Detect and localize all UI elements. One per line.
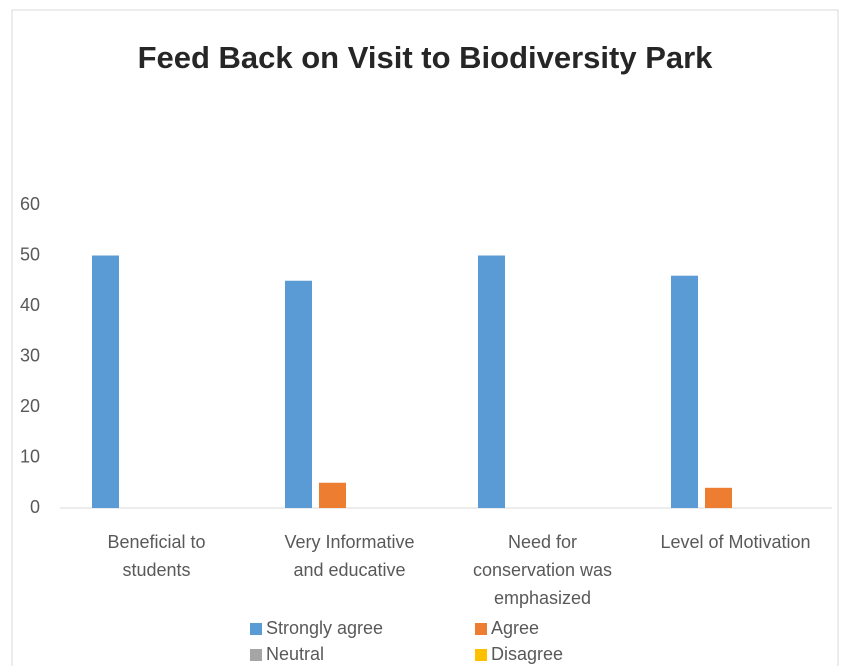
legend-label: Disagree — [491, 644, 563, 664]
y-tick-label: 50 — [20, 244, 40, 264]
y-tick-label: 30 — [20, 345, 40, 365]
bar — [671, 275, 698, 508]
legend-label: Agree — [491, 618, 539, 638]
y-tick-label: 20 — [20, 396, 40, 416]
bar — [478, 255, 505, 508]
x-tick-label: Need for conservation was emphasized — [472, 532, 613, 608]
legend-swatch — [250, 623, 262, 635]
bar — [319, 482, 346, 508]
x-tick-label: Level of Motivation — [660, 532, 811, 552]
legend-swatch — [250, 649, 262, 661]
y-tick-label: 10 — [20, 446, 40, 466]
x-tick-label: Very Informative and educative — [284, 532, 415, 580]
legend-label: Strongly agree — [266, 618, 383, 638]
chart-title: Feed Back on Visit to Biodiversity Park — [137, 40, 713, 75]
y-tick-label: 0 — [30, 497, 40, 517]
y-tick-label: 60 — [20, 194, 40, 214]
legend-swatch — [475, 649, 487, 661]
y-tick-label: 40 — [20, 295, 40, 315]
legend-swatch — [475, 623, 487, 635]
legend-label: Neutral — [266, 644, 324, 664]
x-tick-label: Beneficial to students — [107, 532, 206, 580]
bar — [92, 255, 119, 508]
bar — [285, 280, 312, 508]
chart-border — [11, 9, 839, 666]
bar — [705, 487, 732, 508]
